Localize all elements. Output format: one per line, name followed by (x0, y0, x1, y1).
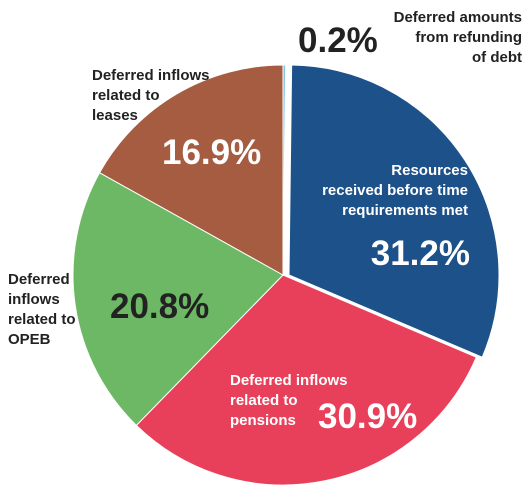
pie-slice (72, 171, 284, 427)
slice-label-line: leases (92, 107, 138, 124)
pie-slice (98, 64, 284, 276)
slice-label-line: from refunding (415, 29, 522, 46)
slice-label-line: Deferred inflows (230, 372, 348, 389)
slice-label-line: related to (92, 87, 160, 104)
slice-label: Deferred inflows related to OPEB (8, 271, 76, 348)
slice-label-line: related to (8, 311, 76, 328)
slice-label: Deferred inflows related to leases (92, 67, 210, 124)
slice-label-line: OPEB (8, 331, 51, 348)
pie-slice (288, 64, 500, 358)
pie-slice (135, 274, 477, 486)
slice-label-line: Deferred inflows (92, 67, 210, 84)
slice-label: Deferred inflows related to pensions (230, 372, 348, 429)
slice-label-line: related to (230, 392, 298, 409)
value-label: 0.2% (298, 21, 378, 60)
slice-label-line: of debt (472, 49, 522, 66)
value-label: 16.9% (162, 133, 261, 172)
value-label: 20.8% (110, 287, 209, 326)
slice-label-line: Resources (391, 162, 468, 179)
value-label: 31.2% (371, 234, 470, 273)
value-label: 30.9% (318, 397, 417, 436)
slice-label-line: pensions (230, 412, 296, 429)
slice-label: Deferred amounts from refunding of debt (394, 9, 522, 66)
slice-label-line: Deferred (8, 271, 70, 288)
slice-label-line: received before time (322, 182, 468, 199)
slice-label-line: inflows (8, 291, 60, 308)
slice-label: Resources received before time requirement… (322, 162, 468, 219)
slice-label-line: requirements met (342, 202, 468, 219)
slice-label-line: Deferred amounts (394, 9, 522, 26)
